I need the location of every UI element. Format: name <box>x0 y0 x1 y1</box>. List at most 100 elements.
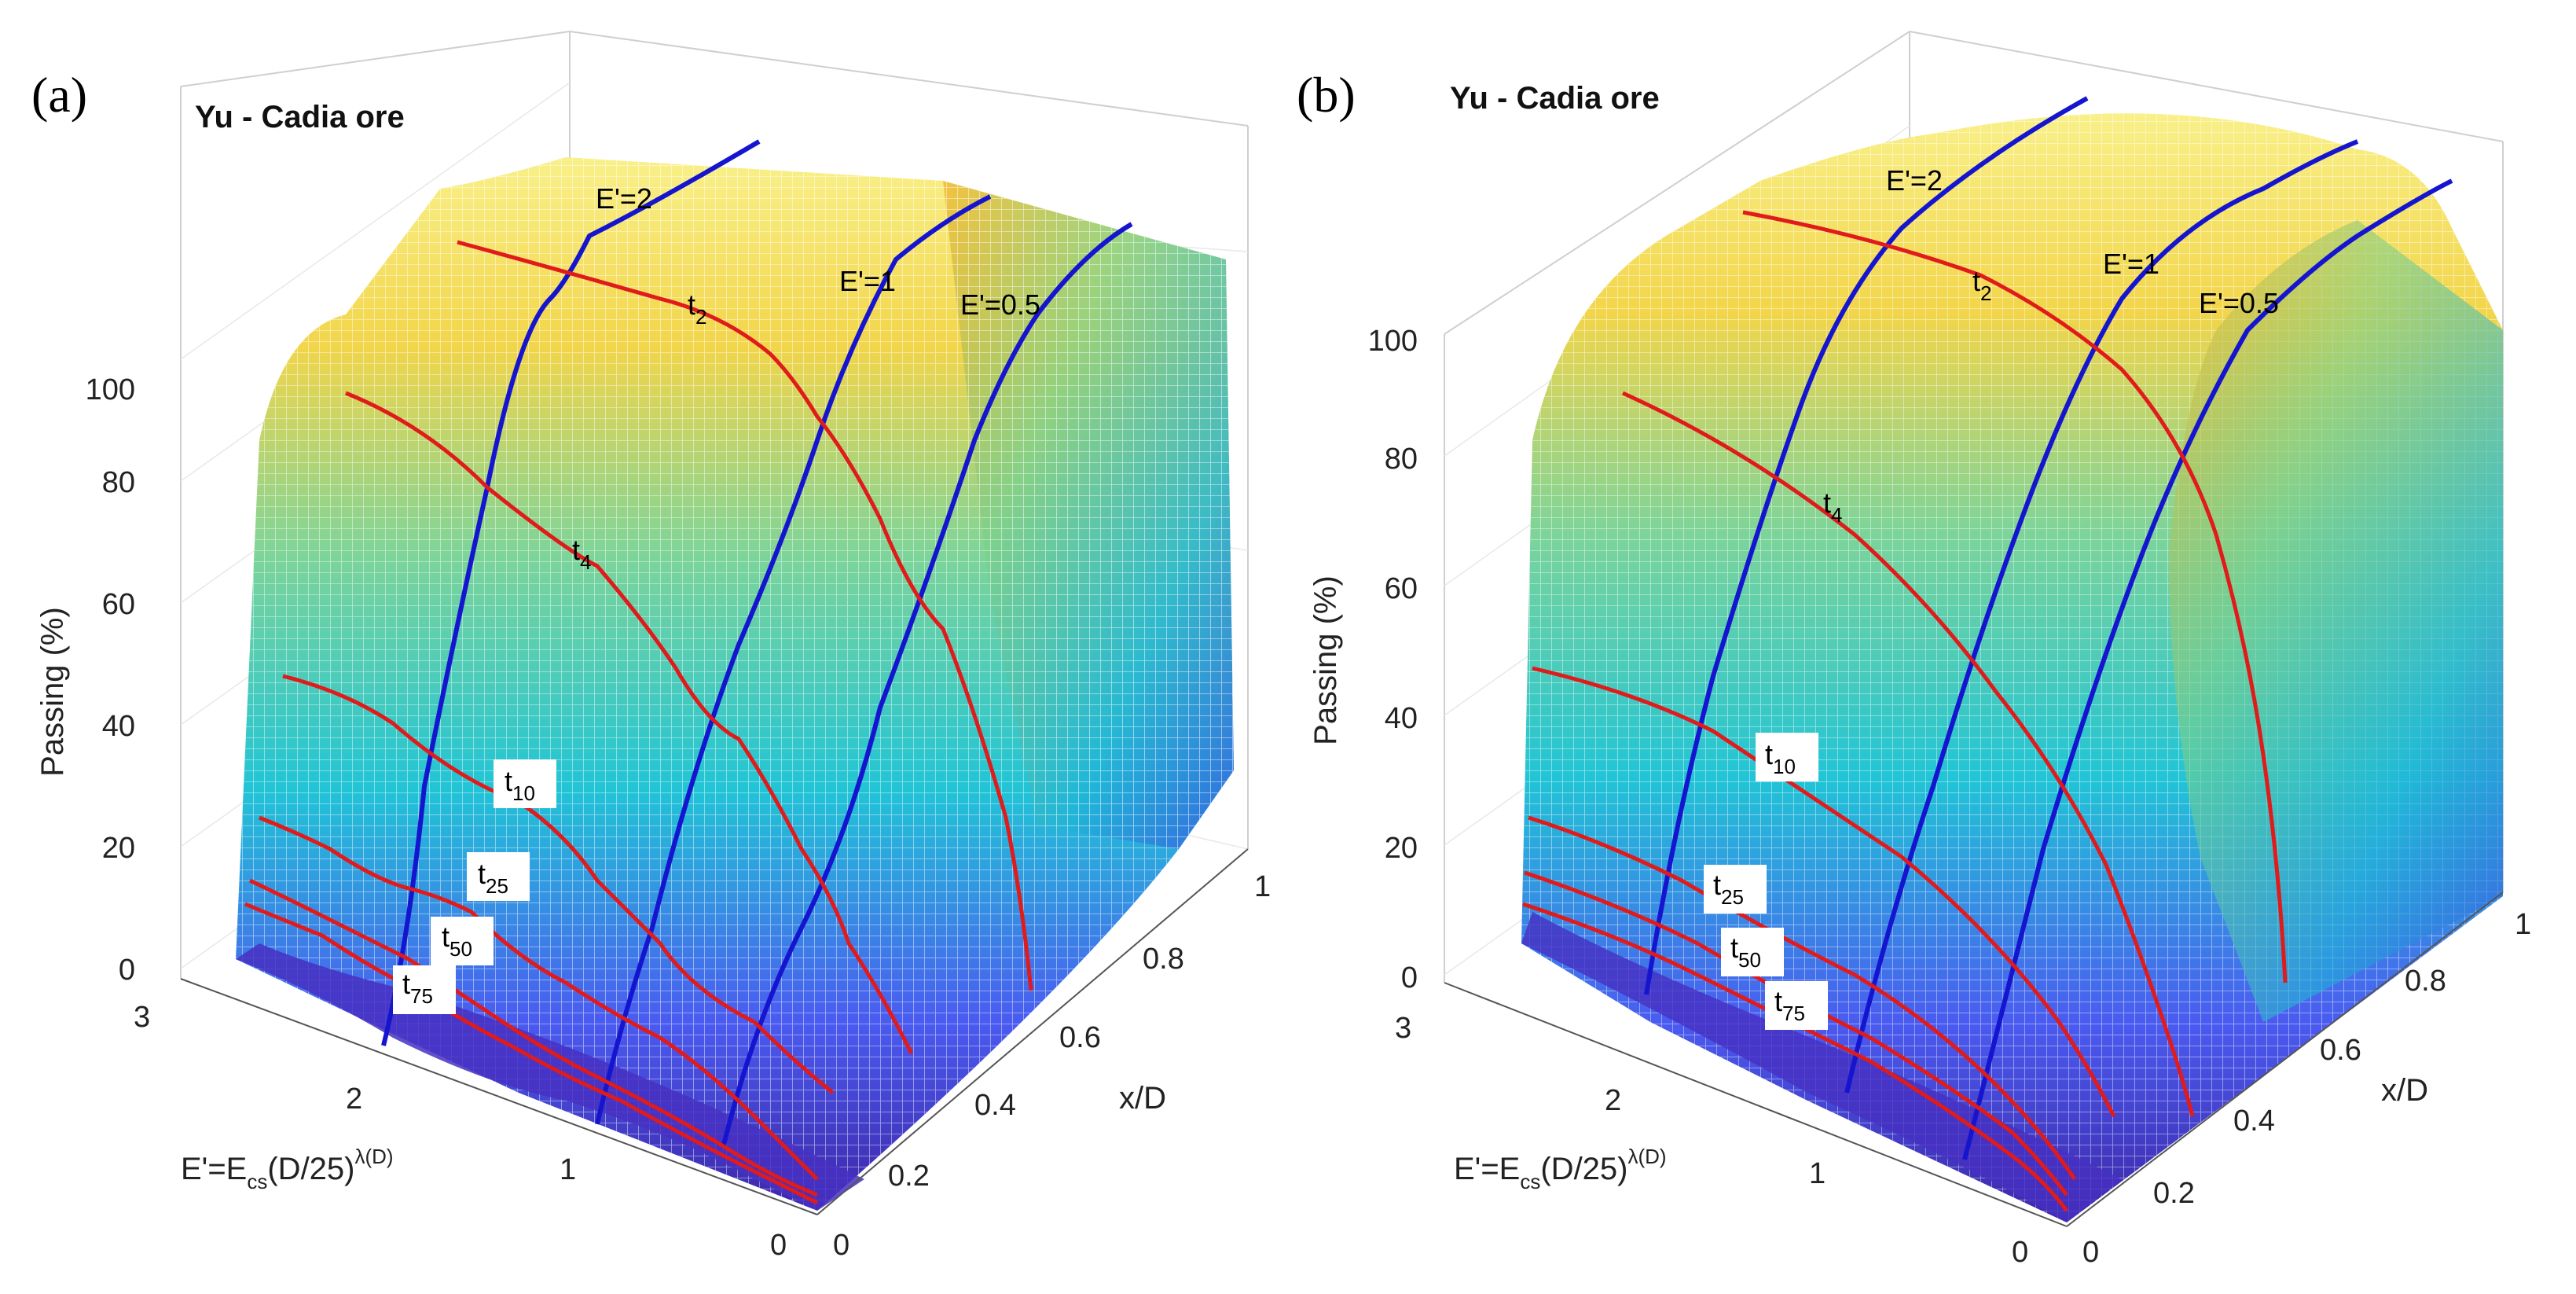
svg-text:t4: t4 <box>572 534 591 574</box>
panel-b-front-axes <box>1444 891 2504 1227</box>
panel-b-e-line-0.5 <box>1962 178 2453 1160</box>
panel-a-y-tick: 3 <box>134 1001 150 1034</box>
panel-b-e-line-1 <box>1844 139 2359 1094</box>
panel-a-t-line-50 <box>248 878 818 1197</box>
panel-a-t-label-2: t2 <box>688 289 706 329</box>
panel-a-t-label-25: t25 <box>467 852 530 901</box>
panel-b-t-line-50 <box>1524 870 2068 1197</box>
panel-a-x-tick: 0.8 <box>1143 943 1184 976</box>
panel-a-x-label: x/D <box>1119 1081 1166 1116</box>
panel-a-x-tick: 0.2 <box>888 1160 930 1193</box>
panel-a-z-label: Passing (%) <box>35 607 70 777</box>
panel-b-t-line-25 <box>1528 815 2077 1181</box>
panel-a-title: Yu - Cadia ore <box>195 100 405 134</box>
panel-a-t-label-75: t75 <box>393 965 456 1014</box>
svg-text:t75: t75 <box>402 968 433 1008</box>
panel-b-e-label-1: E'=1 <box>2103 248 2160 280</box>
panel-a-y-label: E'=Ecs(D/25)λ(D) <box>181 1145 394 1193</box>
svg-text:t4: t4 <box>1823 487 1842 527</box>
panel-a-e-lines <box>381 139 1133 1149</box>
panel-b-t-line-4 <box>1621 391 2195 1117</box>
panel-b-x-tick: 0 <box>2082 1236 2099 1269</box>
panel-a-z-tick: 0 <box>119 954 135 987</box>
panel-a-t-line-4 <box>345 391 914 1055</box>
panel-b-z-tick: 40 <box>1385 702 1418 735</box>
svg-text:t10: t10 <box>505 765 535 805</box>
panel-a-z-tick: 80 <box>102 466 135 499</box>
panel-b-y-tick: 0 <box>2012 1236 2028 1269</box>
panel-b-t-label-50: t50 <box>1721 928 1784 976</box>
panel-a-e-line-0.5 <box>721 222 1133 1149</box>
panel-a-z-tick: 20 <box>102 832 135 865</box>
panel-b-t-label-2: t2 <box>1972 265 1991 305</box>
panel-a-e-label-2: E'=2 <box>596 182 652 215</box>
panel-b-e-line-2 <box>1644 96 2089 995</box>
panel-b-y-ticks: 3 2 1 0 <box>1395 1012 2028 1269</box>
panel-a-t-label-50: t50 <box>431 917 494 965</box>
panel-a-t-label-10: t10 <box>494 759 556 808</box>
panel-a-t-line-25 <box>259 815 819 1181</box>
panel-b-z-tick: 0 <box>1401 961 1418 994</box>
svg-text:t25: t25 <box>1713 869 1744 909</box>
svg-text:t75: t75 <box>1774 985 1805 1025</box>
panel-a-y-ticks: 3 2 1 0 <box>134 1001 787 1262</box>
panel-a-letter: (a) <box>31 67 87 123</box>
panel-b-t-labels: t2 t4 t10 t25 t50 t75 <box>1704 265 1991 1030</box>
panel-b-y-tick: 1 <box>1809 1157 1826 1190</box>
svg-text:t50: t50 <box>1730 932 1761 972</box>
panel-a-e-label-1: E'=1 <box>839 265 896 297</box>
panel-b-title: Yu - Cadia ore <box>1450 81 1660 116</box>
panel-b-e-labels: E'=2 E'=1 E'=0.5 <box>1886 164 2279 319</box>
panel-b-e-label-0.5: E'=0.5 <box>2199 287 2279 319</box>
svg-text:t25: t25 <box>478 858 508 898</box>
panel-b-x-tick: 1 <box>2515 908 2531 941</box>
panel-a-t-label-4: t4 <box>572 534 591 574</box>
panel-b-t-lines <box>1522 210 2288 1212</box>
panel-a-z-tick: 100 <box>86 373 135 406</box>
panel-a-x-tick: 0 <box>833 1229 849 1262</box>
panel-a-z-tick: 40 <box>102 710 135 743</box>
panel-a-y-tick: 1 <box>560 1153 576 1186</box>
panel-b-x-tick: 0.2 <box>2153 1177 2195 1210</box>
panel-a-x-ticks: 0 0.2 0.4 0.6 0.8 1 <box>833 870 1271 1262</box>
panel-b-e-lines <box>1644 96 2453 1160</box>
svg-text:t2: t2 <box>688 289 706 329</box>
panel-a-e-line-1 <box>595 194 992 1125</box>
panel-a-front-axes <box>180 848 1249 1215</box>
panel-b-y-tick: 2 <box>1605 1084 1621 1117</box>
panel-a-y-tick: 2 <box>346 1083 362 1116</box>
panel-b-t-line-10 <box>1532 666 2116 1118</box>
panel-b-z-tick: 100 <box>1368 325 1418 358</box>
panel-b-x-ticks: 0 0.2 0.4 0.6 0.8 1 <box>2082 908 2531 1269</box>
panel-b-e-label-2: E'=2 <box>1886 164 1943 197</box>
panel-b-t-line-75 <box>1522 902 2068 1212</box>
panel-b-x-tick: 0.8 <box>2405 965 2446 998</box>
panel-b-z-tick: 60 <box>1385 572 1418 605</box>
panel-a-e-label-0.5: E'=0.5 <box>960 289 1040 321</box>
panel-b-y-tick: 3 <box>1395 1012 1411 1045</box>
panel-a-t-line-2 <box>457 240 1033 991</box>
panel-b-z-label: Passing (%) <box>1308 575 1343 745</box>
panel-b-z-tick: 20 <box>1385 832 1418 865</box>
panel-b-t-label-4: t4 <box>1823 487 1842 527</box>
panel-a-t-lines <box>244 240 1033 1205</box>
panel-a-x-tick: 1 <box>1254 870 1271 903</box>
panel-a-z-ticks: 0 20 40 60 80 100 <box>86 373 135 987</box>
panel-a-e-line-2 <box>381 139 761 1046</box>
panel-b-x-tick: 0.4 <box>2233 1105 2275 1138</box>
svg-text:t2: t2 <box>1972 265 1991 305</box>
panel-a-t-line-10 <box>282 674 835 1094</box>
panel-a-t-line-75 <box>244 902 819 1205</box>
panel-b-t-line-2 <box>1742 210 2288 983</box>
panel-b-z-tick: 80 <box>1385 443 1418 476</box>
panel-b-letter: (b) <box>1297 67 1356 123</box>
panel-b-z-ticks: 0 20 40 60 80 100 <box>1368 325 1418 994</box>
panel-a-t-labels: t2 t4 t10 t25 t50 t75 <box>393 289 706 1014</box>
panel-a: (a) Yu - Cadia ore <box>31 31 1271 1262</box>
panel-a-x-tick: 0.6 <box>1059 1021 1101 1054</box>
panel-b-t-label-25: t25 <box>1704 865 1767 914</box>
panel-b-y-label: E'=Ecs(D/25)λ(D) <box>1454 1145 1667 1193</box>
panel-b-t-label-10: t10 <box>1756 733 1818 781</box>
